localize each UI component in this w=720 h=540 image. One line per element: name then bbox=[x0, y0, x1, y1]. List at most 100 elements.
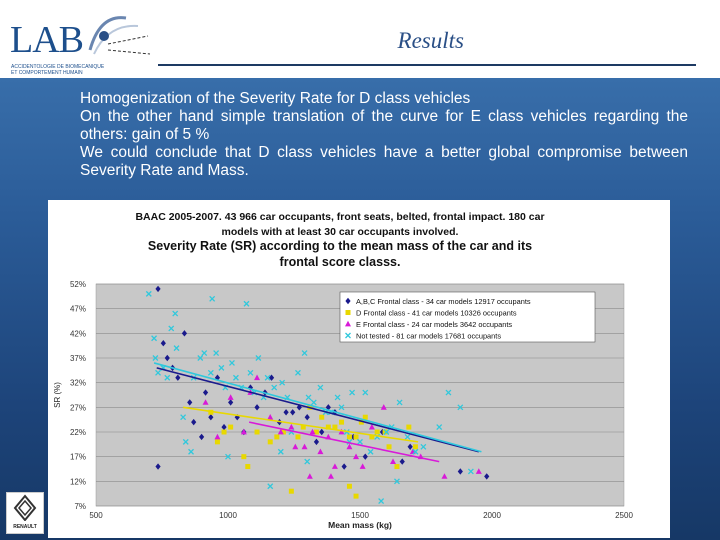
data-point-not-tested bbox=[277, 448, 284, 455]
trend-line-d bbox=[183, 406, 419, 443]
data-point-not-tested bbox=[420, 443, 427, 450]
data-point-e bbox=[202, 399, 209, 405]
slide-title: Results bbox=[397, 28, 464, 53]
data-point-not-tested bbox=[305, 394, 312, 401]
data-point-d bbox=[208, 409, 214, 415]
data-point-d bbox=[267, 439, 273, 445]
y-tick-label: 37% bbox=[70, 354, 86, 363]
renault-logo: RENAULT bbox=[6, 492, 44, 534]
x-tick-label: 2500 bbox=[615, 511, 633, 520]
data-point-d bbox=[325, 424, 331, 430]
legend-box bbox=[339, 291, 596, 343]
y-tick-label: 52% bbox=[70, 280, 86, 289]
data-point-not-tested bbox=[295, 369, 301, 376]
data-point-not-tested bbox=[243, 300, 250, 307]
data-point-abc bbox=[407, 443, 413, 450]
data-point-d bbox=[245, 464, 251, 470]
data-point-abc bbox=[313, 438, 320, 446]
data-point-not-tested bbox=[164, 374, 171, 381]
data-point-not-tested bbox=[436, 424, 443, 431]
data-point-e bbox=[309, 428, 316, 435]
data-point-d bbox=[394, 464, 400, 470]
data-point-not-tested bbox=[182, 438, 189, 445]
legend-marker bbox=[345, 320, 351, 327]
data-point-d bbox=[353, 493, 359, 499]
data-point-not-tested bbox=[225, 453, 231, 460]
data-point-d bbox=[221, 429, 227, 435]
data-point-d bbox=[241, 454, 247, 460]
data-point-e bbox=[327, 473, 334, 479]
data-point-abc bbox=[187, 399, 193, 406]
data-point-d bbox=[406, 424, 412, 430]
data-point-not-tested bbox=[155, 369, 161, 376]
legend-entry: E Frontal class - 24 car models 3642 occ… bbox=[356, 320, 512, 329]
data-point-abc bbox=[290, 409, 296, 416]
data-point-e bbox=[254, 374, 261, 381]
y-tick-label: 27% bbox=[70, 403, 86, 412]
data-point-e bbox=[214, 433, 221, 440]
data-point-e bbox=[338, 428, 345, 435]
renault-wordmark: RENAULT bbox=[13, 524, 37, 530]
data-point-e bbox=[390, 458, 396, 464]
data-point-d bbox=[382, 429, 388, 435]
legend-marker bbox=[345, 297, 351, 305]
data-point-not-tested bbox=[383, 429, 390, 435]
legend-entry: A,B,C Frontal class - 34 car models 1291… bbox=[356, 297, 531, 306]
data-point-abc bbox=[350, 433, 356, 441]
data-point-d bbox=[353, 434, 359, 440]
data-point-not-tested bbox=[334, 394, 341, 401]
data-point-e bbox=[306, 473, 313, 479]
scatter-chart: BAAC 2005-2007. 43 966 car occupants, fr… bbox=[53, 211, 633, 530]
data-point-abc bbox=[164, 354, 170, 362]
data-point-abc bbox=[214, 374, 221, 381]
y-tick-label: 7% bbox=[74, 502, 86, 511]
trend-line-abc bbox=[156, 367, 480, 453]
chart-title-line: models with at least 30 car occupants in… bbox=[222, 226, 459, 238]
data-point-not-tested bbox=[188, 448, 194, 455]
data-point-d bbox=[228, 424, 234, 430]
y-tick-label: 47% bbox=[70, 305, 86, 314]
data-point-e bbox=[346, 443, 353, 450]
chart-panel: BAAC 2005-2007. 43 966 car occupants, fr… bbox=[48, 200, 670, 538]
y-tick-label: 32% bbox=[70, 379, 86, 388]
data-point-abc bbox=[181, 330, 188, 337]
data-point-not-tested bbox=[197, 355, 204, 361]
data-point-e bbox=[475, 468, 482, 474]
x-tick-label: 500 bbox=[89, 511, 103, 520]
data-point-d bbox=[254, 429, 260, 435]
data-point-abc bbox=[228, 399, 234, 406]
data-point-not-tested bbox=[338, 404, 345, 411]
data-point-not-tested bbox=[362, 389, 369, 396]
data-point-abc bbox=[341, 463, 347, 470]
data-point-abc bbox=[208, 414, 214, 421]
data-point-abc bbox=[254, 404, 260, 411]
data-point-not-tested bbox=[173, 345, 180, 352]
x-tick-label: 1500 bbox=[351, 511, 369, 520]
data-point-not-tested bbox=[396, 399, 403, 406]
x-tick-label: 1000 bbox=[219, 511, 237, 520]
data-point-not-tested bbox=[412, 448, 419, 455]
data-point-not-tested bbox=[232, 374, 239, 381]
data-point-not-tested bbox=[378, 498, 385, 505]
data-point-abc bbox=[319, 428, 325, 436]
logo-swoosh-icon bbox=[88, 16, 151, 55]
logo-text: LAB bbox=[10, 19, 84, 61]
x-tick-label: 2000 bbox=[483, 511, 501, 520]
data-point-d bbox=[319, 414, 325, 420]
data-point-not-tested bbox=[304, 458, 311, 465]
y-tick-label: 17% bbox=[70, 453, 86, 462]
data-point-d bbox=[358, 419, 364, 425]
chart-subtitle-line: Severity Rate (SR) according to the mean… bbox=[148, 239, 532, 253]
body-line-1: Homogenization of the Severity Rate for … bbox=[80, 90, 471, 107]
body-line-3: We could conclude that D class vehicles … bbox=[80, 144, 688, 179]
data-point-not-tested bbox=[404, 433, 411, 440]
data-point-e bbox=[288, 423, 295, 430]
data-point-not-tested bbox=[145, 290, 152, 297]
data-point-d bbox=[346, 434, 352, 440]
data-point-not-tested bbox=[301, 350, 308, 357]
data-point-e bbox=[380, 404, 387, 410]
data-point-not-tested bbox=[457, 404, 464, 411]
data-point-not-tested bbox=[367, 448, 374, 455]
data-point-not-tested bbox=[279, 379, 286, 386]
data-point-abc bbox=[199, 433, 205, 441]
